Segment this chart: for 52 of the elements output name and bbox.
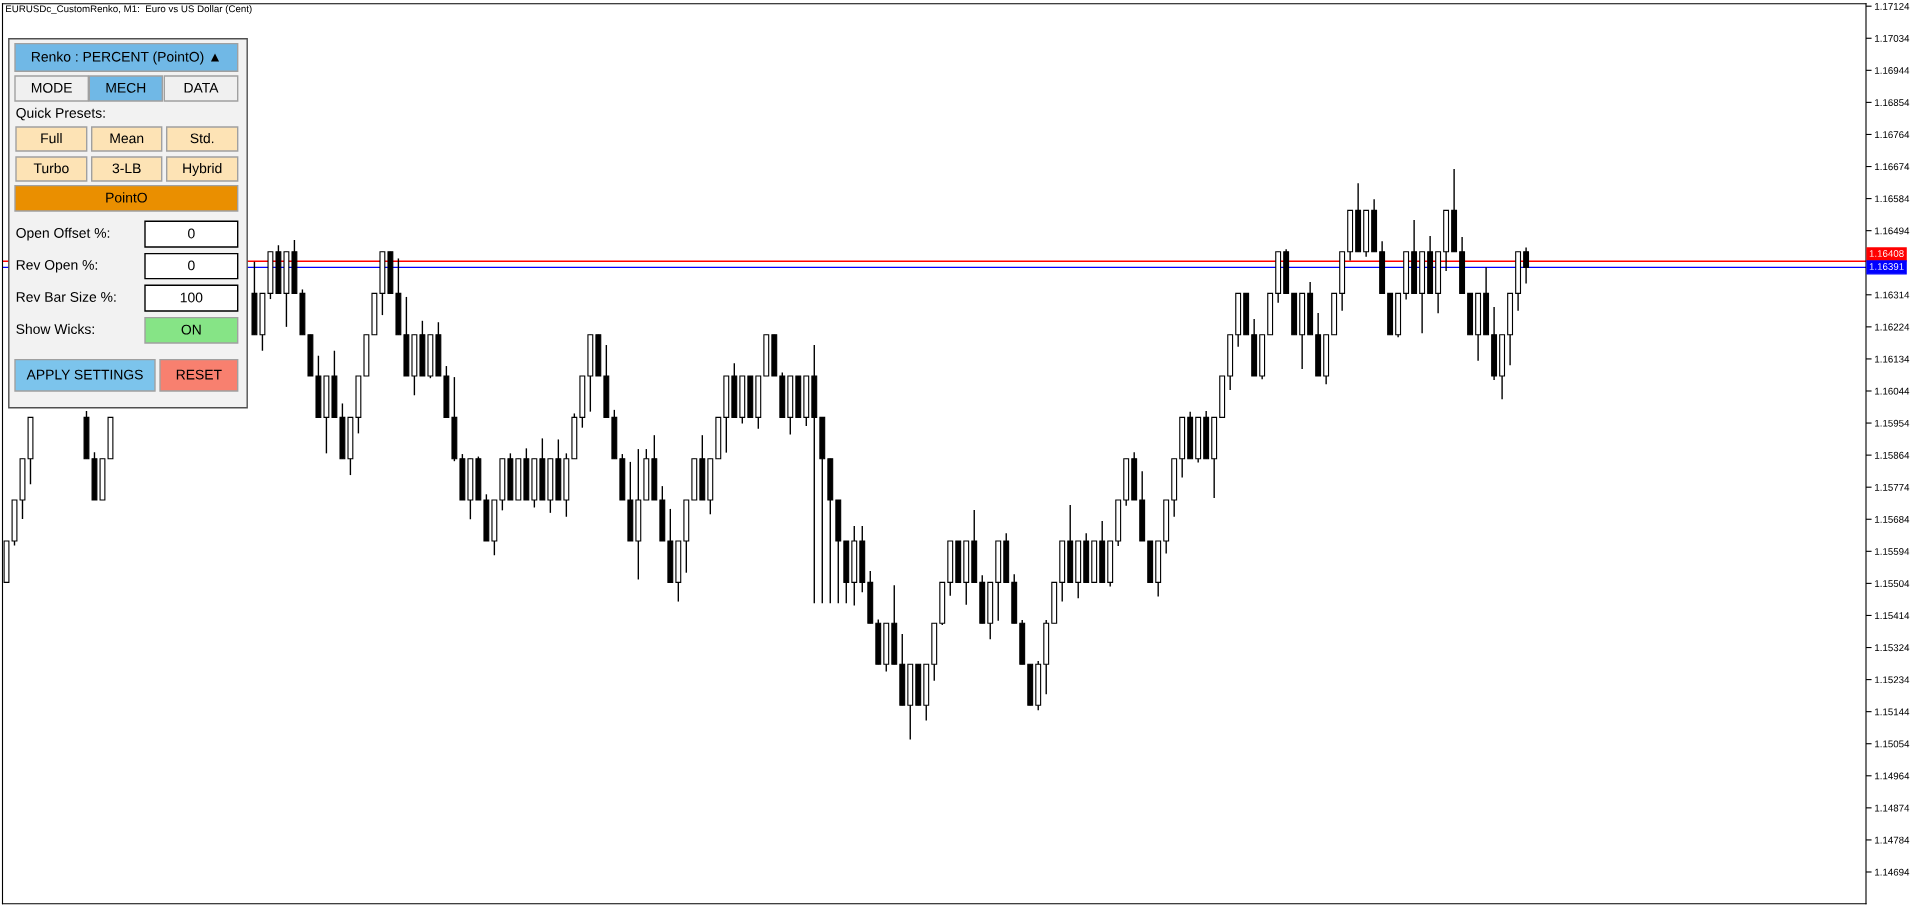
y-tick-label: 1.16044 (1875, 387, 1910, 395)
y-tick-label: 1.15504 (1875, 580, 1910, 588)
annotation: Std. (190, 133, 214, 144)
annotation: 0 (188, 228, 195, 239)
annotation: ON (181, 324, 201, 335)
annotation: 100 (180, 292, 203, 303)
y-tick-label: 1.16674 (1875, 163, 1910, 171)
annotation: Open Offset %: (16, 227, 110, 241)
y-tick-label: 1.15954 (1875, 419, 1910, 427)
y-tick-label: 1.15234 (1875, 676, 1910, 684)
y-tick-label: 1.16854 (1875, 99, 1910, 107)
y-tick-label: 1.16224 (1875, 323, 1910, 331)
annotation: 3-LB (112, 163, 141, 174)
annotation: Rev Open %: (16, 259, 98, 273)
y-tick-label: 1.16134 (1875, 355, 1910, 363)
y-tick-label: 1.15054 (1875, 740, 1910, 748)
annotation: Quick Presets: (16, 107, 105, 121)
chart-title: EURUSDc_CustomRenko, M1: Euro vs US Dollar (Cent) (6, 5, 252, 15)
y-tick-label: 1.14784 (1875, 836, 1910, 844)
annotation: Renko : PERCENT (PointO) ▲ (31, 51, 220, 65)
y-tick-label: 1.14964 (1875, 772, 1910, 780)
y-tick-label: 1.16494 (1875, 227, 1910, 235)
annotation: MECH (106, 82, 146, 93)
ref-line-label: 1.16391 (1869, 263, 1904, 270)
annotation: 0 (188, 260, 195, 271)
y-tick-label: 1.17034 (1875, 34, 1910, 42)
annotation: Full (41, 133, 62, 144)
y-tick-label: 1.15414 (1875, 612, 1910, 620)
annotation: Show Wicks: (16, 323, 94, 335)
y-tick-label: 1.14874 (1875, 804, 1910, 812)
annotation: PointO (106, 192, 147, 203)
y-tick-label: 1.16764 (1875, 131, 1910, 139)
y-tick-label: 1.15684 (1875, 515, 1910, 523)
annotation: Mean (110, 133, 144, 144)
ref-line-label: 1.16408 (1869, 250, 1904, 257)
annotation: Turbo (33, 163, 69, 174)
y-tick-label: 1.15324 (1875, 644, 1910, 652)
y-tick-label: 1.16314 (1875, 291, 1910, 299)
y-tick-label: 1.14694 (1875, 868, 1910, 876)
annotation: Hybrid (183, 163, 222, 176)
annotation: DATA (184, 83, 219, 93)
y-tick-label: 1.16944 (1875, 67, 1910, 74)
annotation: MODE (31, 82, 72, 93)
y-tick-label: 1.15594 (1875, 548, 1910, 555)
y-tick-label: 1.15864 (1875, 451, 1910, 459)
y-tick-label: 1.15774 (1875, 484, 1910, 491)
y-tick-label: 1.15144 (1875, 708, 1910, 716)
annotation: APPLY SETTINGS (26, 369, 143, 380)
annotation: RESET (176, 369, 222, 380)
y-tick-label: 1.16584 (1875, 195, 1910, 203)
y-tick-label: 1.17124 (1875, 2, 1910, 10)
annotation: Rev Bar Size %: (16, 291, 116, 302)
